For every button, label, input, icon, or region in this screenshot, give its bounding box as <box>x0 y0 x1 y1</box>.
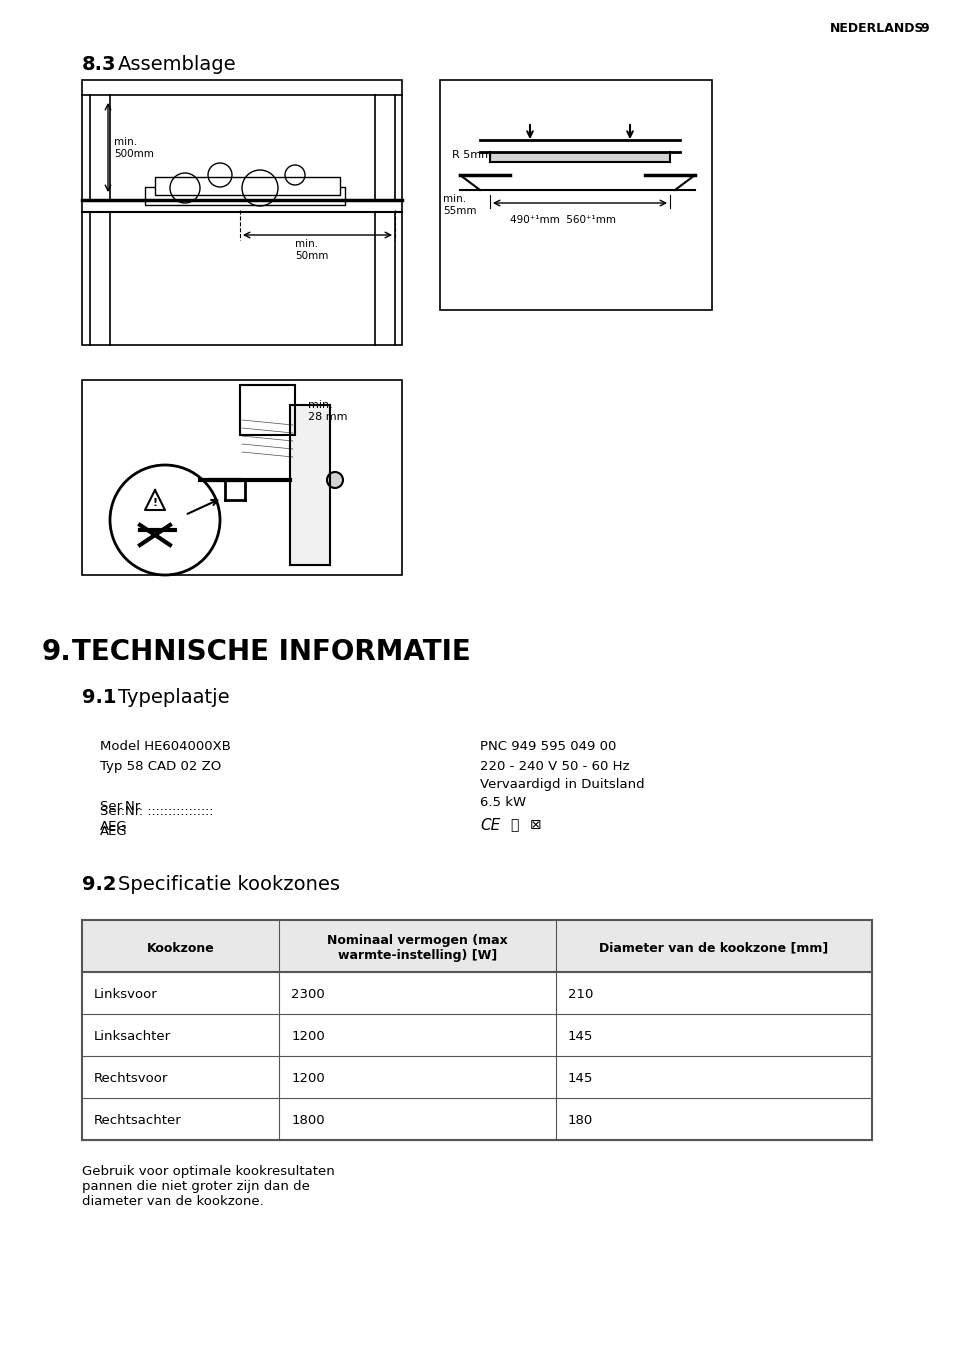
Text: ⊠: ⊠ <box>530 818 541 831</box>
Bar <box>240 385 294 435</box>
Text: Rechtsvoor: Rechtsvoor <box>94 1072 168 1086</box>
Text: 220 - 240 V 50 - 60 Hz: 220 - 240 V 50 - 60 Hz <box>479 760 629 773</box>
Text: 490⁺¹mm  560⁺¹mm: 490⁺¹mm 560⁺¹mm <box>510 215 616 225</box>
Text: AEG: AEG <box>100 825 128 838</box>
Text: Nominaal vermogen (max
warmte-instelling) [W]: Nominaal vermogen (max warmte-instelling… <box>327 934 508 961</box>
Text: Linksachter: Linksachter <box>94 1030 171 1044</box>
Text: AEG: AEG <box>100 821 128 833</box>
Text: CE: CE <box>479 818 499 833</box>
Text: 145: 145 <box>567 1072 593 1086</box>
Text: min.
28 mm: min. 28 mm <box>308 399 347 421</box>
Text: NEDERLANDS: NEDERLANDS <box>829 22 923 35</box>
Bar <box>154 177 339 195</box>
Text: 9.: 9. <box>42 638 71 666</box>
Text: R 5mm: R 5mm <box>452 150 492 160</box>
Text: 1200: 1200 <box>292 1072 325 1086</box>
Bar <box>82 80 401 345</box>
Text: !: ! <box>152 498 157 508</box>
Text: 8.3: 8.3 <box>82 56 116 74</box>
Text: Diameter van de kookzone [mm]: Diameter van de kookzone [mm] <box>598 941 828 955</box>
Text: min.
500mm: min. 500mm <box>113 137 153 158</box>
Text: Ser.Nr. ................: Ser.Nr. ................ <box>100 800 213 812</box>
Text: 1800: 1800 <box>292 1114 325 1128</box>
Text: Typeplaatje: Typeplaatje <box>118 688 230 707</box>
Text: 2300: 2300 <box>292 988 325 1002</box>
Text: Kookzone: Kookzone <box>147 941 214 955</box>
Text: 9.1: 9.1 <box>82 688 116 707</box>
Text: min.
55mm: min. 55mm <box>442 194 476 215</box>
Text: TECHNISCHE INFORMATIE: TECHNISCHE INFORMATIE <box>71 638 470 666</box>
Text: 6.5 kW: 6.5 kW <box>479 796 525 808</box>
Text: PNC 949 595 049 00: PNC 949 595 049 00 <box>479 741 616 753</box>
Text: Typ 58 CAD 02 ZO: Typ 58 CAD 02 ZO <box>100 760 221 773</box>
Text: min.
50mm: min. 50mm <box>294 240 328 261</box>
Text: 210: 210 <box>567 988 593 1002</box>
Bar <box>82 380 401 575</box>
Text: Specificatie kookzones: Specificatie kookzones <box>118 875 339 894</box>
Text: Linksvoor: Linksvoor <box>94 988 157 1002</box>
Text: 1200: 1200 <box>292 1030 325 1044</box>
Text: 9.2: 9.2 <box>82 875 116 894</box>
Bar <box>145 187 345 204</box>
Text: Ser.Nr. ................: Ser.Nr. ................ <box>100 806 213 818</box>
Text: 🔺: 🔺 <box>510 818 517 831</box>
Circle shape <box>110 464 220 575</box>
Text: 180: 180 <box>567 1114 593 1128</box>
Text: 9: 9 <box>919 22 927 35</box>
Text: Gebruik voor optimale kookresultaten
pannen die niet groter zijn dan de
diameter: Gebruik voor optimale kookresultaten pan… <box>82 1164 335 1208</box>
Text: Model HE604000XB: Model HE604000XB <box>100 741 231 753</box>
Text: Vervaardigd in Duitsland: Vervaardigd in Duitsland <box>479 779 644 791</box>
Bar <box>439 80 711 310</box>
Circle shape <box>327 473 343 487</box>
Text: Assemblage: Assemblage <box>118 56 236 74</box>
Text: Rechtsachter: Rechtsachter <box>94 1114 182 1128</box>
Bar <box>82 919 871 972</box>
Text: 145: 145 <box>567 1030 593 1044</box>
